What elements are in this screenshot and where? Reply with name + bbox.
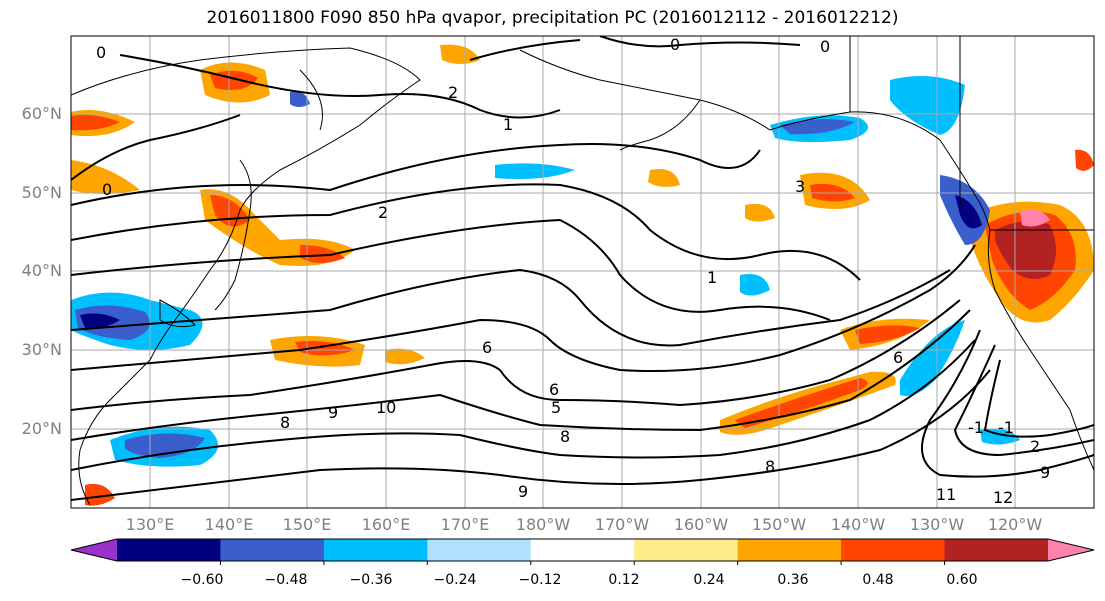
colorbar-segment [220, 539, 325, 561]
lon-label: 130°E [125, 515, 175, 534]
contour-label: 0 [820, 37, 830, 56]
contour-label: -1 [998, 418, 1014, 437]
lat-label: 50°N [21, 183, 62, 202]
lon-label: 130°W [909, 515, 965, 534]
lon-label: 140°W [830, 515, 886, 534]
contour-label: 12 [993, 488, 1013, 507]
colorbar-tick-label: 0.48 [862, 572, 894, 588]
contour-labels: 0 0 0 1 1 2 2 3 5 6 6 6 8 8 8 9 9 10 12 … [96, 35, 1050, 507]
colorbar-tick-label: −0.12 [518, 572, 562, 588]
colorbar-tick-label: 0.24 [693, 572, 725, 588]
colorbar-tick-label: −0.48 [264, 572, 308, 588]
contour-label: 2 [378, 203, 388, 222]
lon-label: 120°W [987, 515, 1043, 534]
contour-label: 10 [376, 398, 396, 417]
contour-label: 8 [280, 413, 290, 432]
contour-label: 6 [482, 338, 492, 357]
contour-label: 9 [518, 482, 528, 501]
contour-label: 1 [503, 115, 513, 134]
lon-label: 170°E [440, 515, 490, 534]
lat-label: 60°N [21, 104, 62, 123]
lon-label: 170°W [594, 515, 650, 534]
precip-shading-negative [71, 76, 1020, 467]
colorbar-segment [323, 539, 428, 561]
contour-label: -1 [968, 418, 984, 437]
contour-label: 8 [765, 457, 775, 476]
colorbar-tick-label: −0.36 [349, 572, 393, 588]
graticule [71, 36, 1094, 508]
contour-label: 6 [549, 380, 559, 399]
colorbar-segment [634, 539, 739, 561]
colorbar-extend-low [71, 539, 117, 561]
colorbar-segment [117, 539, 221, 561]
contour-label: 0 [96, 43, 106, 62]
plot-frame [70, 35, 1095, 509]
contour-label: 11 [936, 485, 956, 504]
colorbar-tick-label: −0.60 [180, 572, 224, 588]
colorbar-outline [70, 538, 1095, 562]
lat-label: 20°N [21, 419, 62, 438]
colorbar [70, 538, 1095, 565]
colorbar-segment [427, 539, 532, 561]
contour-label: 5 [551, 398, 561, 417]
contour-label: 9 [328, 403, 338, 422]
colorbar-tick-label: 0.12 [608, 572, 640, 588]
precip-shading [71, 44, 1094, 506]
lon-label: 140°E [204, 515, 254, 534]
contour-label: 2 [1030, 437, 1040, 456]
colorbar-segment [841, 539, 946, 561]
lon-label: 160°W [673, 515, 729, 534]
contour-label: 3 [795, 177, 805, 196]
map-title: 2016011800 F090 850 hPa qvapor, precipit… [206, 8, 899, 28]
lat-label: 40°N [21, 261, 62, 280]
colorbar-segment [737, 539, 842, 561]
colorbar-extend-high [1048, 539, 1094, 561]
coastlines [71, 36, 1094, 506]
lat-label: 30°N [21, 340, 62, 359]
colorbar-tick-label: 0.36 [777, 572, 809, 588]
contour-label: 0 [670, 35, 680, 54]
contour-label: 0 [102, 180, 112, 199]
lon-label: 180°W [515, 515, 571, 534]
qvapor-contours [71, 36, 1094, 501]
contour-label: 8 [560, 427, 570, 446]
contour-label: 6 [893, 348, 903, 367]
lon-label: 150°E [282, 515, 332, 534]
contour-label: 9 [1040, 463, 1050, 482]
contour-label: 2 [448, 83, 458, 102]
colorbar-tick-label: 0.60 [946, 572, 978, 588]
contour-label: 1 [707, 268, 717, 287]
lon-label: 160°E [361, 515, 411, 534]
colorbar-segment [944, 539, 1049, 561]
colorbar-tick-label: −0.24 [433, 572, 477, 588]
map-plot-area: 0 0 0 1 1 2 2 3 5 6 6 6 8 8 8 9 9 10 12 … [71, 35, 1094, 508]
colorbar-segment [530, 539, 635, 561]
lon-label: 150°W [751, 515, 807, 534]
